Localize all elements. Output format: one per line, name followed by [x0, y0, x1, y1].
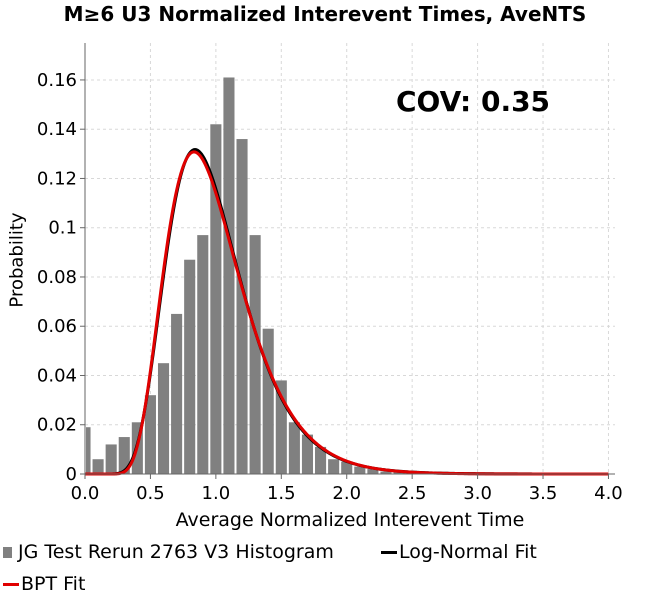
histogram-bar — [262, 328, 274, 474]
x-tick-label: 1.0 — [202, 483, 231, 504]
y-tick-label: 0.14 — [37, 119, 77, 140]
legend-label-histogram: JG Test Rerun 2763 V3 Histogram — [18, 541, 334, 563]
legend-item-histogram: JG Test Rerun 2763 V3 Histogram — [3, 541, 334, 563]
legend-label-lognormal: Log-Normal Fit — [399, 541, 537, 563]
histogram-bar — [105, 444, 117, 474]
axes: 0.0 0.5 1.0 1.5 2.0 2.5 3.0 3.5 4.0 0 0.02 0.04 0.06… — [37, 43, 623, 504]
histogram-bar — [171, 313, 183, 474]
x-tick-label: 3.0 — [463, 483, 492, 504]
y-tick-label: 0.12 — [37, 168, 77, 189]
x-tick-label: 1.5 — [267, 483, 296, 504]
bpt-swatch — [3, 582, 19, 586]
histogram-bar — [341, 461, 353, 474]
histogram-swatch — [3, 546, 12, 558]
histogram-bar — [354, 466, 366, 474]
histogram-bar — [380, 471, 392, 474]
histogram-bar — [144, 395, 156, 474]
y-tick-label: 0 — [66, 464, 77, 485]
legend-item-lognormal: Log-Normal Fit — [381, 541, 537, 563]
histogram-bar — [223, 77, 235, 474]
cov-annotation: COV: 0.35 — [396, 85, 550, 118]
y-tick-label: 0.02 — [37, 415, 77, 436]
histogram-bar — [157, 363, 170, 474]
x-tick-label: 2.0 — [332, 483, 361, 504]
histogram-bar — [301, 434, 314, 474]
lognormal-swatch — [381, 550, 397, 554]
histogram-bar — [197, 235, 209, 474]
x-tick-label: 2.5 — [398, 483, 427, 504]
chart-title: M≥6 U3 Normalized Interevent Times, AveN… — [63, 2, 587, 26]
histogram-bar — [118, 437, 130, 474]
histogram-bars — [86, 77, 418, 474]
x-axis-label: Average Normalized Interevent Time — [175, 509, 525, 531]
y-tick-label: 0.08 — [37, 267, 77, 288]
histogram-bar — [288, 422, 300, 474]
y-tick-label: 0.1 — [48, 218, 77, 239]
histogram-bar — [236, 139, 248, 474]
histogram-bar — [367, 469, 379, 474]
x-tick-label: 0.0 — [71, 483, 100, 504]
histogram-bar — [184, 259, 196, 474]
legend-label-bpt: BPT Fit — [21, 573, 86, 595]
histogram-bar — [86, 427, 91, 474]
legend-item-bpt: BPT Fit — [3, 573, 85, 595]
x-tick-label: 4.0 — [594, 483, 623, 504]
histogram-bar — [328, 459, 340, 474]
y-tick-label: 0.16 — [37, 70, 77, 91]
histogram-bar — [92, 459, 104, 474]
histogram-bar — [210, 124, 222, 474]
histogram-bar — [315, 446, 327, 474]
x-tick-label: 0.5 — [136, 483, 165, 504]
histogram-bar — [249, 235, 261, 474]
histogram-bar — [275, 380, 287, 474]
y-tick-label: 0.04 — [37, 365, 77, 386]
x-tick-label: 3.5 — [529, 483, 558, 504]
y-tick-label: 0.06 — [37, 316, 77, 337]
